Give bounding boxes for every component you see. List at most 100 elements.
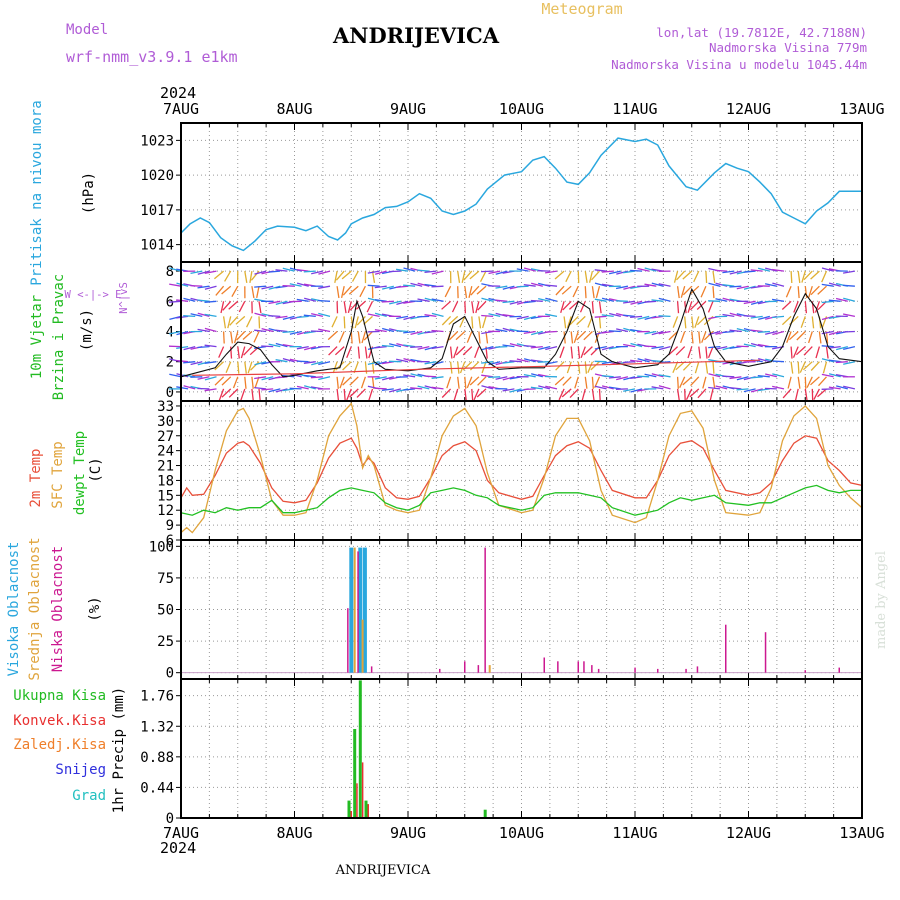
wind-barb bbox=[168, 300, 182, 303]
low-cloud-bar bbox=[634, 667, 636, 673]
wind-barb bbox=[545, 270, 558, 274]
wind-barb bbox=[591, 376, 594, 389]
low-cloud-bar bbox=[685, 668, 687, 673]
wind-barb bbox=[615, 285, 629, 290]
credit-label: made by Angel bbox=[874, 551, 889, 649]
wind-speed-line bbox=[180, 287, 863, 378]
top-day-label: 12AUG bbox=[726, 100, 771, 118]
wind-barb bbox=[469, 376, 480, 386]
wind-barb bbox=[644, 345, 657, 348]
wind-barb bbox=[843, 385, 856, 390]
wind-barb bbox=[296, 385, 309, 390]
precip-ylabel: 1hr Precip (mm) bbox=[111, 687, 127, 813]
wind-barb bbox=[509, 388, 522, 393]
wind-barb bbox=[328, 346, 338, 356]
wind-barb bbox=[836, 345, 848, 351]
wind-barb bbox=[254, 376, 267, 380]
wind-barb bbox=[360, 376, 367, 389]
wind-barb bbox=[715, 269, 728, 272]
precip-legend-item: Ukupna Kisa bbox=[13, 688, 106, 704]
wind-barb bbox=[558, 388, 565, 401]
wind-barb bbox=[538, 345, 551, 351]
bottom-day-labels: 7AUG 8AUG 9AUG 10AUG 11AUG 12AUG 13AUG bbox=[163, 824, 885, 842]
pressure-unit-label: (hPa) bbox=[81, 172, 97, 214]
wind-barb bbox=[523, 283, 536, 287]
wind-barb bbox=[786, 331, 792, 343]
wind-compass-vertical: N^|vS bbox=[118, 282, 130, 314]
wind-barb bbox=[204, 376, 217, 381]
wind-barb bbox=[736, 388, 749, 391]
wind-barb bbox=[464, 388, 467, 401]
wind-barb bbox=[296, 268, 309, 272]
wind-barb bbox=[381, 344, 394, 348]
wind-barb bbox=[495, 285, 508, 289]
bottom-day-label: 8AUG bbox=[276, 824, 312, 842]
wind-barb bbox=[570, 331, 574, 344]
wind-barb bbox=[554, 376, 565, 386]
wind-barb bbox=[651, 373, 664, 378]
wind-barb bbox=[477, 376, 487, 386]
wind-barb bbox=[389, 343, 402, 348]
low-cloud-bar bbox=[764, 632, 767, 673]
wind-barb bbox=[381, 300, 394, 303]
wind-barb bbox=[828, 330, 841, 336]
wind-barb bbox=[348, 285, 359, 295]
wind-barb bbox=[424, 361, 437, 365]
wind-barb bbox=[228, 300, 239, 310]
wind-barb bbox=[601, 270, 614, 273]
wind-barb bbox=[502, 361, 515, 364]
wind-barb bbox=[417, 315, 430, 318]
wind-barb bbox=[176, 330, 189, 336]
wind-barb bbox=[431, 285, 444, 288]
wind-barb bbox=[771, 298, 785, 302]
wind-barb bbox=[516, 285, 529, 288]
wind-barb bbox=[616, 328, 629, 333]
wind-barb bbox=[707, 346, 714, 358]
y-tick-label: 100 bbox=[149, 539, 174, 555]
wind-barb bbox=[221, 388, 232, 398]
wind-barb bbox=[758, 357, 770, 363]
wind-barb bbox=[331, 316, 338, 328]
wind-barb bbox=[765, 267, 778, 272]
wind-barb bbox=[705, 271, 708, 284]
station-title: ANDRIJEVICA bbox=[332, 23, 500, 48]
wind-barb bbox=[516, 315, 529, 320]
conv-precip-bar bbox=[361, 762, 364, 818]
wind-barb bbox=[750, 315, 763, 319]
wind-barb bbox=[828, 386, 841, 390]
wind-barb bbox=[230, 331, 234, 344]
wind-barb bbox=[808, 286, 813, 298]
wind-barb bbox=[712, 286, 715, 299]
wind-barb bbox=[531, 330, 543, 336]
wind-barb bbox=[601, 314, 614, 318]
wind-barb bbox=[509, 360, 522, 363]
wind-barb bbox=[367, 297, 380, 302]
wind-barb bbox=[595, 286, 601, 298]
wind-barb bbox=[374, 345, 387, 349]
wind-barb bbox=[530, 345, 543, 349]
wind-compass: W <-|-> E bbox=[65, 289, 122, 301]
wind-barb bbox=[842, 330, 855, 333]
wind-barb bbox=[340, 286, 345, 299]
wind-barb bbox=[343, 316, 346, 329]
wind-barb bbox=[729, 345, 742, 349]
wind-barb bbox=[736, 327, 749, 333]
wind-barb bbox=[382, 376, 394, 381]
wind-barb bbox=[825, 346, 829, 359]
wind-barb bbox=[389, 388, 402, 393]
wind-barb bbox=[218, 388, 225, 401]
wind-barb bbox=[296, 315, 309, 319]
wind-barb bbox=[807, 331, 813, 344]
mid-cloud-bar bbox=[361, 619, 364, 673]
wind-barb bbox=[231, 285, 239, 298]
wind-barb bbox=[757, 267, 770, 272]
wind-barb bbox=[803, 346, 813, 356]
wind-barb bbox=[658, 283, 671, 287]
wind-barb bbox=[743, 300, 756, 305]
wind-barb bbox=[790, 271, 793, 284]
wind-barb bbox=[431, 361, 444, 366]
wind-barb bbox=[254, 376, 260, 389]
wind-barb bbox=[431, 270, 444, 275]
wind-barb bbox=[495, 328, 508, 333]
wind-barb bbox=[417, 282, 430, 287]
